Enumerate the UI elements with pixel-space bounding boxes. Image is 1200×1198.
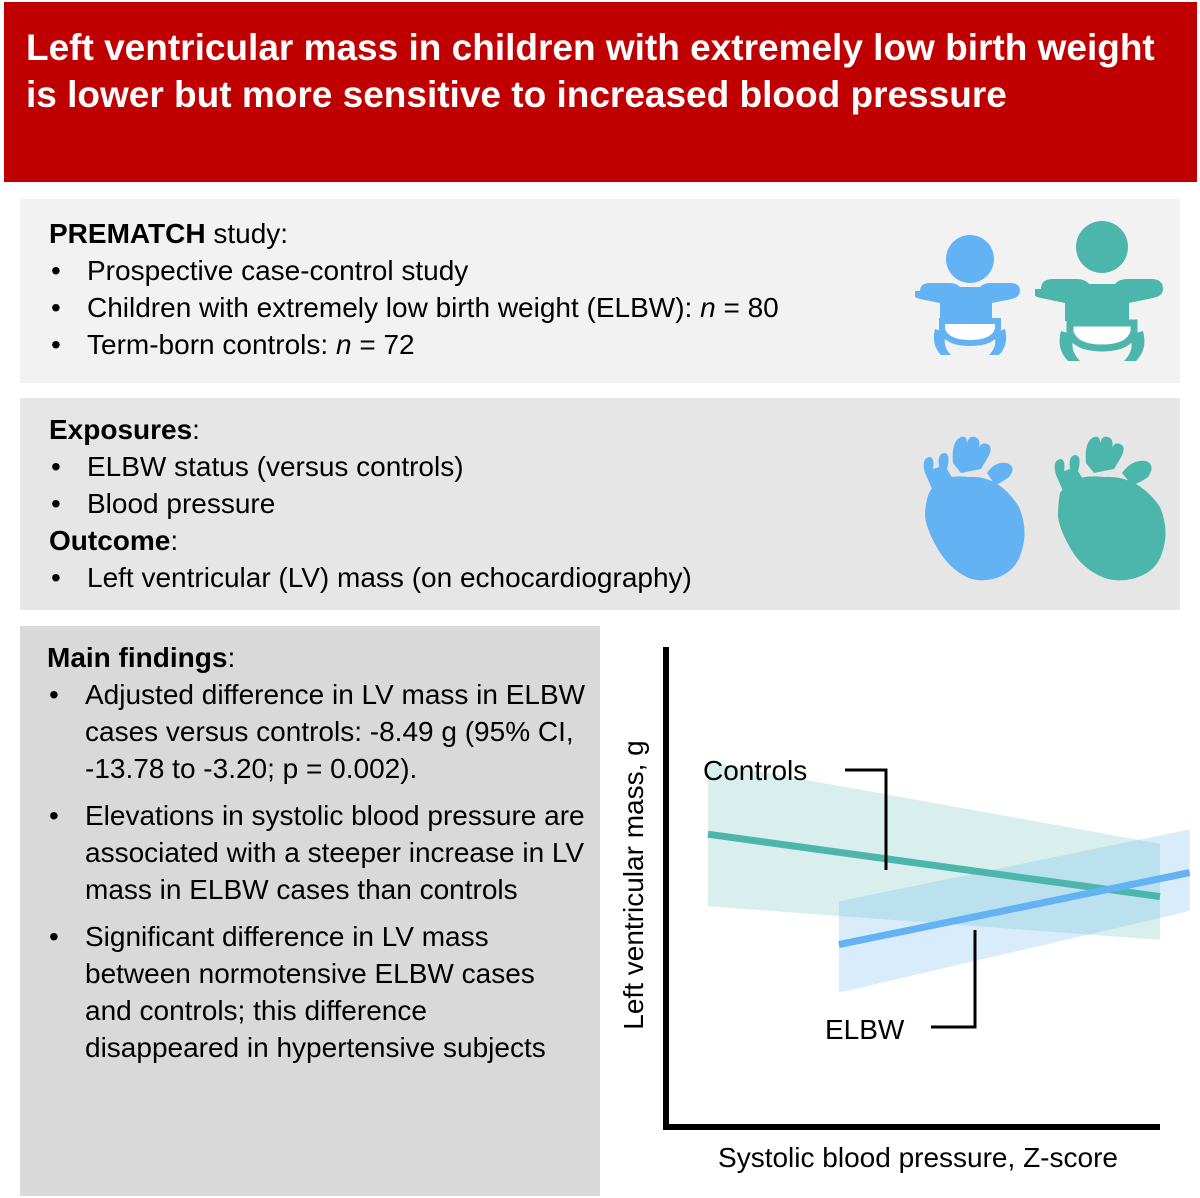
heart-elbw-icon — [923, 436, 1025, 581]
page-title: Left ventricular mass in children with e… — [26, 27, 1155, 115]
list-item: Left ventricular (LV) mass (on echocardi… — [49, 559, 692, 596]
list-item: Elevations in systolic blood pressure ar… — [47, 797, 587, 908]
list-item: Adjusted difference in LV mass in ELBW c… — [47, 676, 587, 787]
exposures-heading: Exposures: — [49, 414, 200, 445]
lv-mass-chart: Controls ELBW Systolic blood pressure, Z… — [618, 647, 1190, 1173]
list-item: ELBW status (versus controls) — [49, 448, 464, 485]
study-heading: PREMATCH study: — [49, 218, 289, 249]
study-panel: PREMATCH study: Prospective case-control… — [20, 199, 1180, 383]
heart-control-icon — [1054, 436, 1166, 581]
y-axis-label: Left ventricular mass, g — [618, 740, 649, 1029]
study-bullets: Prospective case-control study Children … — [49, 252, 779, 363]
exposures-panel: Exposures: ELBW status (versus controls)… — [20, 398, 1180, 610]
controls-callout-line — [845, 768, 888, 870]
list-item: Blood pressure — [49, 485, 464, 522]
title-banner: Left ventricular mass in children with e… — [4, 2, 1197, 182]
elbw-label: ELBW — [825, 1014, 905, 1045]
findings-bullets: Adjusted difference in LV mass in ELBW c… — [47, 676, 587, 1076]
elbw-line — [838, 869, 1190, 949]
baby-elbw-icon — [915, 235, 1020, 355]
outcome-bullets: Left ventricular (LV) mass (on echocardi… — [49, 559, 692, 596]
elbw-callout-line — [931, 930, 977, 1029]
findings-heading: Main findings: — [47, 642, 236, 673]
controls-confidence-band — [707, 762, 1160, 940]
exposures-bullets: ELBW status (versus controls) Blood pres… — [49, 448, 464, 522]
controls-label: Controls — [703, 755, 807, 786]
controls-line — [707, 830, 1161, 901]
list-item: Term-born controls: n = 72 — [49, 326, 779, 363]
list-item: Significant difference in LV mass betwee… — [47, 918, 587, 1066]
list-item: Prospective case-control study — [49, 252, 779, 289]
list-item: Children with extremely low birth weight… — [49, 289, 779, 326]
baby-control-icon — [1035, 221, 1163, 361]
x-axis-label: Systolic blood pressure, Z-score — [718, 1142, 1118, 1173]
outcome-heading: Outcome: — [49, 525, 179, 556]
findings-panel: Main findings: Adjusted difference in LV… — [20, 626, 600, 1196]
